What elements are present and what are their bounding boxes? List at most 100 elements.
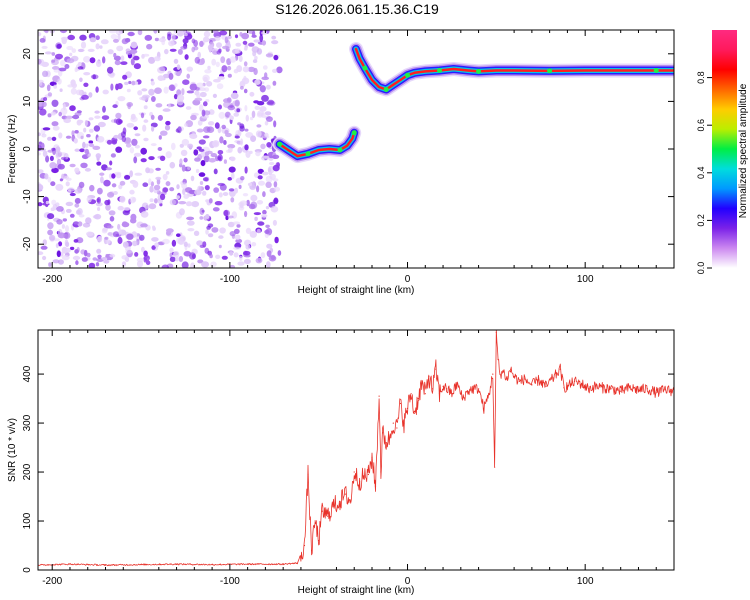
snr-point <box>524 378 526 380</box>
noise-speck <box>130 217 137 224</box>
noise-speck <box>243 46 248 51</box>
noise-speck <box>150 78 154 82</box>
noise-speck <box>238 184 242 189</box>
noise-speck <box>74 203 80 208</box>
noise-speck <box>140 211 149 218</box>
noise-speck <box>74 249 79 254</box>
noise-speck <box>262 135 270 139</box>
noise-speck <box>228 188 235 192</box>
noise-speck <box>56 250 61 258</box>
noise-speck <box>203 30 211 38</box>
snr-point <box>385 442 387 444</box>
noise-speck <box>186 73 190 79</box>
noise-speck <box>124 81 129 86</box>
trace-point <box>351 130 357 136</box>
trace-band <box>354 47 674 91</box>
noise-speck <box>266 84 271 90</box>
noise-speck <box>55 53 63 60</box>
noise-speck <box>253 67 258 76</box>
noise-speck <box>261 94 269 102</box>
snr-point <box>362 476 364 478</box>
noise-speck <box>74 148 80 152</box>
noise-speck <box>270 205 279 213</box>
noise-speck <box>243 258 251 265</box>
noise-speck <box>247 66 256 73</box>
noise-speck <box>236 108 241 113</box>
snr-point <box>451 393 453 395</box>
noise-speck <box>88 117 94 121</box>
noise-speck <box>197 259 204 264</box>
noise-speck <box>74 130 79 134</box>
snr-point <box>396 427 398 429</box>
colorbar-tick-label: 0.8 <box>696 71 706 84</box>
noise-speck <box>133 63 141 70</box>
noise-speck <box>189 133 198 139</box>
noise-speck <box>252 59 258 63</box>
noise-speck <box>184 123 188 127</box>
noise-speck <box>41 61 49 67</box>
noise-speck <box>237 261 245 266</box>
snr-point <box>637 389 640 391</box>
noise-speck <box>238 55 243 62</box>
noise-speck <box>120 61 128 65</box>
noise-speck <box>112 104 118 109</box>
noise-speck <box>169 161 176 169</box>
noise-speck <box>96 248 102 254</box>
noise-speck <box>195 168 200 174</box>
noise-speck <box>110 34 118 40</box>
noise-speck <box>84 148 90 155</box>
noise-speck <box>57 232 66 239</box>
noise-speck <box>121 255 129 260</box>
noise-speck <box>266 142 272 148</box>
noise-speck <box>182 188 186 195</box>
snr-y-axis: 0 100 200 300 400 <box>22 365 674 573</box>
snr-point <box>499 373 501 375</box>
noise-speck <box>88 143 95 148</box>
noise-speck <box>150 143 157 147</box>
spectrogram-y-tick-label: 10 <box>22 95 33 107</box>
noise-speck <box>125 249 133 254</box>
noise-speck <box>176 233 181 237</box>
noise-speck <box>47 213 55 220</box>
noise-speck <box>265 53 274 58</box>
noise-speck <box>219 30 228 36</box>
noise-speck <box>38 152 42 156</box>
noise-speck <box>169 247 174 253</box>
noise-speck <box>140 158 147 163</box>
noise-speck <box>99 45 103 49</box>
noise-speck <box>42 70 49 78</box>
snr-point <box>552 377 554 379</box>
noise-speck <box>165 120 171 126</box>
noise-speck <box>199 216 204 220</box>
noise-speck <box>182 30 187 34</box>
noise-speck <box>132 180 139 188</box>
noise-speck <box>186 90 195 94</box>
noise-speck <box>162 173 168 181</box>
noise-speck <box>221 65 228 73</box>
noise-speck <box>259 85 266 93</box>
noise-speck <box>190 114 197 121</box>
noise-speck <box>148 156 155 161</box>
noise-speck <box>83 91 87 96</box>
noise-speck <box>51 199 57 206</box>
noise-speck <box>48 262 52 267</box>
noise-speck <box>94 213 102 220</box>
snr-point <box>478 388 480 390</box>
noise-speck <box>96 161 102 166</box>
noise-speck <box>55 146 61 153</box>
noise-speck <box>173 250 180 258</box>
noise-speck <box>125 50 132 55</box>
noise-speck <box>261 155 270 159</box>
noise-speck <box>136 260 144 268</box>
snr-point <box>417 398 419 400</box>
noise-speck <box>190 175 195 182</box>
snr-point <box>513 375 515 378</box>
noise-speck <box>93 125 101 132</box>
noise-speck <box>150 114 155 120</box>
noise-speck <box>252 50 257 57</box>
noise-speck <box>118 119 123 124</box>
noise-speck <box>61 246 68 254</box>
noise-speck <box>175 195 180 200</box>
noise-speck <box>88 262 96 268</box>
noise-speck <box>180 45 188 50</box>
